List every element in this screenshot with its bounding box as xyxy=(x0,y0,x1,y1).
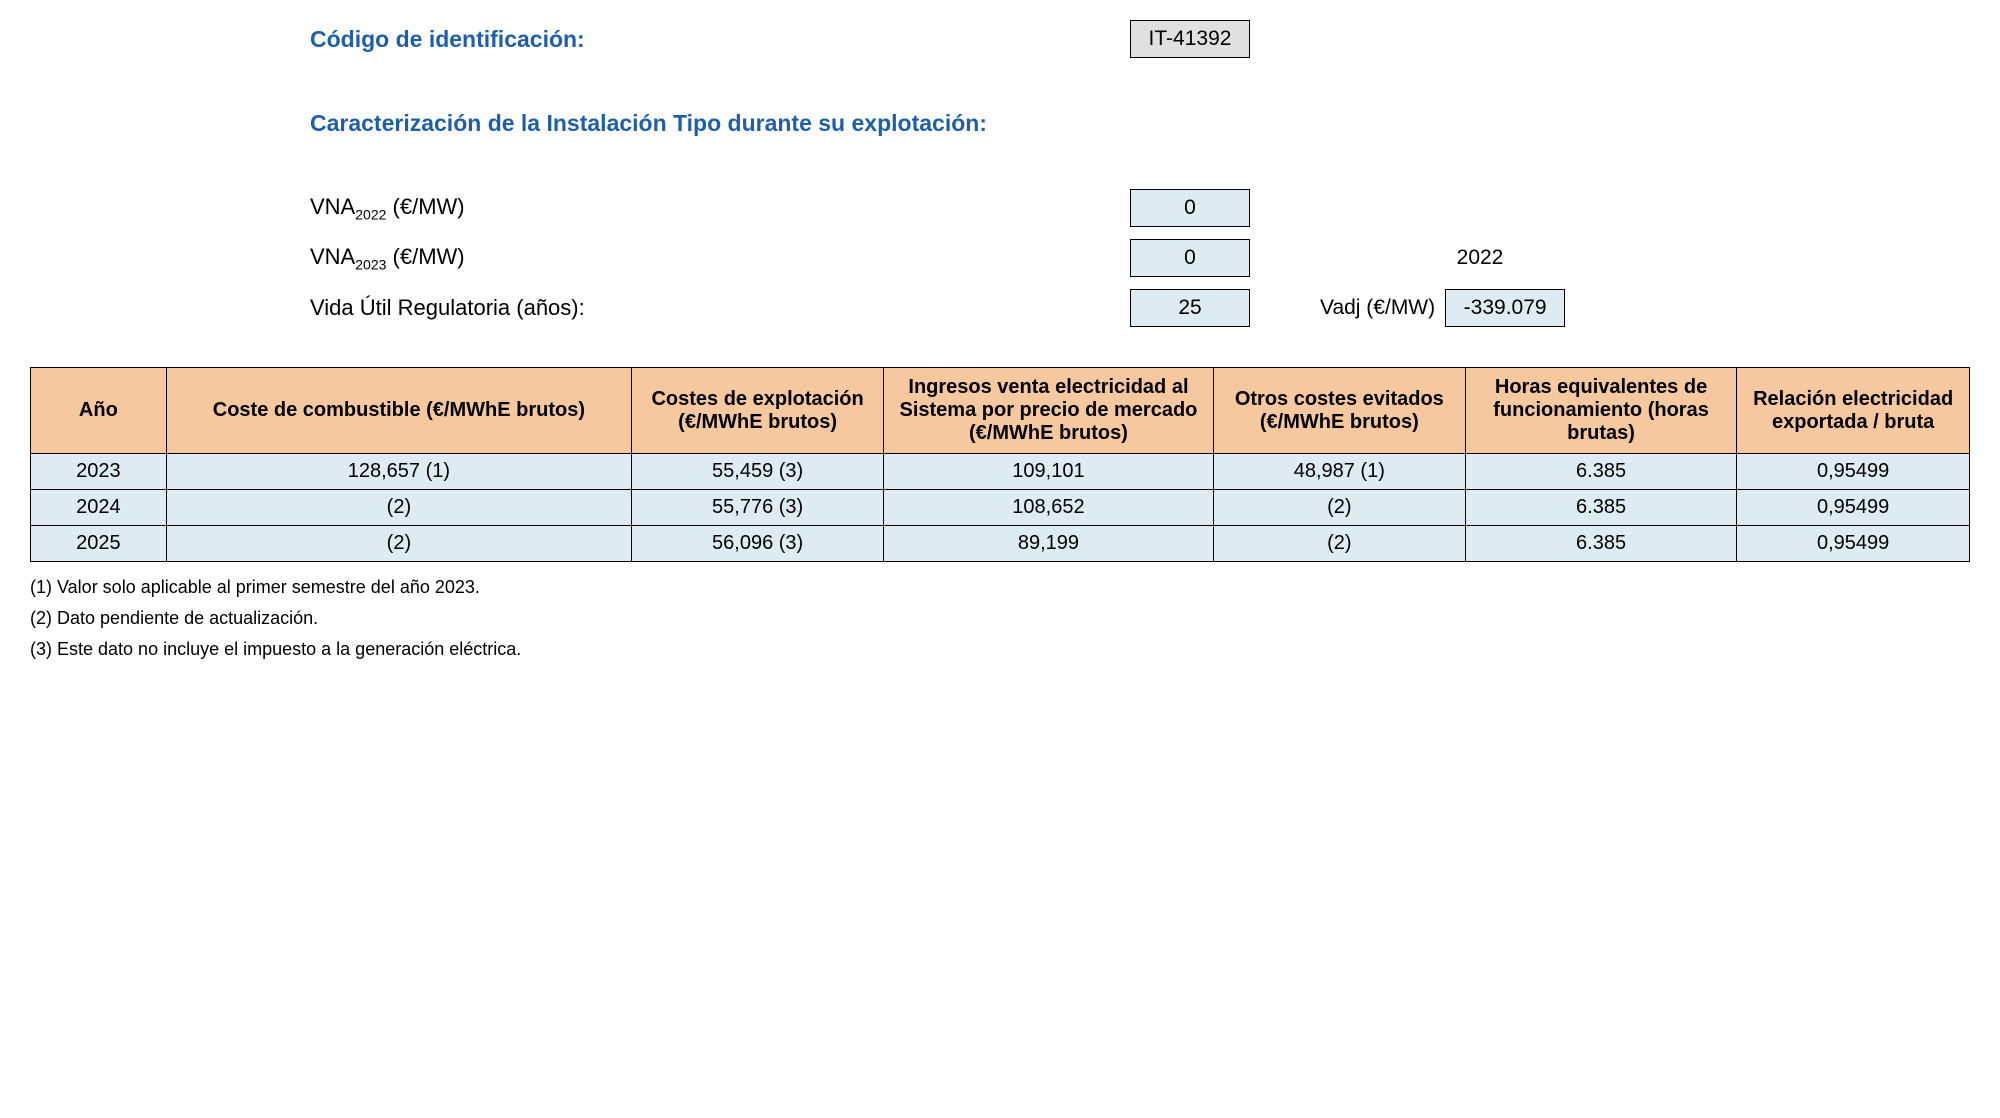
side-year: 2022 xyxy=(1440,246,1520,270)
side-year-cell: 2022 xyxy=(1320,246,1520,270)
vna2022-sub: 2022 xyxy=(355,206,386,222)
vna2022-unit: (€/MW) xyxy=(386,194,464,219)
table-cell: 6.385 xyxy=(1465,526,1736,562)
table-header-cell: Ingresos venta electricidad al Sistema p… xyxy=(884,368,1214,454)
table-cell: 56,096 (3) xyxy=(632,526,884,562)
vna2022-prefix: VNA xyxy=(310,194,355,219)
vna2023-sub: 2023 xyxy=(355,256,386,272)
vna2022-value-box: 0 xyxy=(1130,189,1250,227)
table-cell: 108,652 xyxy=(884,490,1214,526)
vna2023-prefix: VNA xyxy=(310,244,355,269)
table-row: 2024(2)55,776 (3)108,652(2)6.3850,95499 xyxy=(31,490,1970,526)
table-header-cell: Año xyxy=(31,368,167,454)
table-cell: (2) xyxy=(166,490,631,526)
vna2023-unit: (€/MW) xyxy=(386,244,464,269)
table-header-cell: Horas equivalentes de funcionamiento (ho… xyxy=(1465,368,1736,454)
table-cell: 0,95499 xyxy=(1737,526,1970,562)
footnotes: (1) Valor solo aplicable al primer semes… xyxy=(30,577,1970,660)
vna2023-label: VNA2023 (€/MW) xyxy=(310,244,1130,272)
vida-row: Vida Útil Regulatoria (años): 25 Vadj (€… xyxy=(310,289,1970,327)
header-block: Código de identificación: IT-41392 Carac… xyxy=(310,20,1970,327)
table-cell: 6.385 xyxy=(1465,490,1736,526)
table-cell: 2023 xyxy=(31,454,167,490)
section-title-row: Caracterización de la Instalación Tipo d… xyxy=(310,110,1970,137)
id-label: Código de identificación: xyxy=(310,26,1130,53)
table-header-cell: Relación electricidad exportada / bruta xyxy=(1737,368,1970,454)
table-cell: 55,776 (3) xyxy=(632,490,884,526)
vna2023-row: VNA2023 (€/MW) 0 2022 xyxy=(310,239,1970,277)
table-body: 2023128,657 (1)55,459 (3)109,10148,987 (… xyxy=(31,454,1970,562)
id-row: Código de identificación: IT-41392 xyxy=(310,20,1970,58)
vna2023-value-box: 0 xyxy=(1130,239,1250,277)
table-cell: 0,95499 xyxy=(1737,490,1970,526)
table-cell: 128,657 (1) xyxy=(166,454,631,490)
table-row: 2023128,657 (1)55,459 (3)109,10148,987 (… xyxy=(31,454,1970,490)
vadj-label: Vadj (€/MW) xyxy=(1320,296,1435,320)
table-cell: 2024 xyxy=(31,490,167,526)
table-cell: 109,101 xyxy=(884,454,1214,490)
vadj-cell: Vadj (€/MW) -339.079 xyxy=(1320,289,1565,327)
table-header-cell: Otros costes evitados (€/MWhE brutos) xyxy=(1213,368,1465,454)
footnote-1: (1) Valor solo aplicable al primer semes… xyxy=(30,577,1970,598)
vida-value-box: 25 xyxy=(1130,289,1250,327)
table-cell: 48,987 (1) xyxy=(1213,454,1465,490)
id-value-box: IT-41392 xyxy=(1130,20,1250,58)
table-header-row: AñoCoste de combustible (€/MWhE brutos)C… xyxy=(31,368,1970,454)
data-table: AñoCoste de combustible (€/MWhE brutos)C… xyxy=(30,367,1970,562)
table-cell: 0,95499 xyxy=(1737,454,1970,490)
vadj-value-box: -339.079 xyxy=(1445,289,1565,327)
table-row: 2025(2)56,096 (3)89,199(2)6.3850,95499 xyxy=(31,526,1970,562)
table-header-cell: Coste de combustible (€/MWhE brutos) xyxy=(166,368,631,454)
table-cell: (2) xyxy=(1213,526,1465,562)
table-cell: 6.385 xyxy=(1465,454,1736,490)
vna2022-row: VNA2022 (€/MW) 0 xyxy=(310,189,1970,227)
table-cell: 55,459 (3) xyxy=(632,454,884,490)
table-cell: 89,199 xyxy=(884,526,1214,562)
vida-label: Vida Útil Regulatoria (años): xyxy=(310,295,1130,321)
section-title: Caracterización de la Instalación Tipo d… xyxy=(310,110,987,137)
table-cell: (2) xyxy=(1213,490,1465,526)
footnote-3: (3) Este dato no incluye el impuesto a l… xyxy=(30,639,1970,660)
vna2022-label: VNA2022 (€/MW) xyxy=(310,194,1130,222)
table-header-cell: Costes de explotación (€/MWhE brutos) xyxy=(632,368,884,454)
table-cell: 2025 xyxy=(31,526,167,562)
table-cell: (2) xyxy=(166,526,631,562)
footnote-2: (2) Dato pendiente de actualización. xyxy=(30,608,1970,629)
